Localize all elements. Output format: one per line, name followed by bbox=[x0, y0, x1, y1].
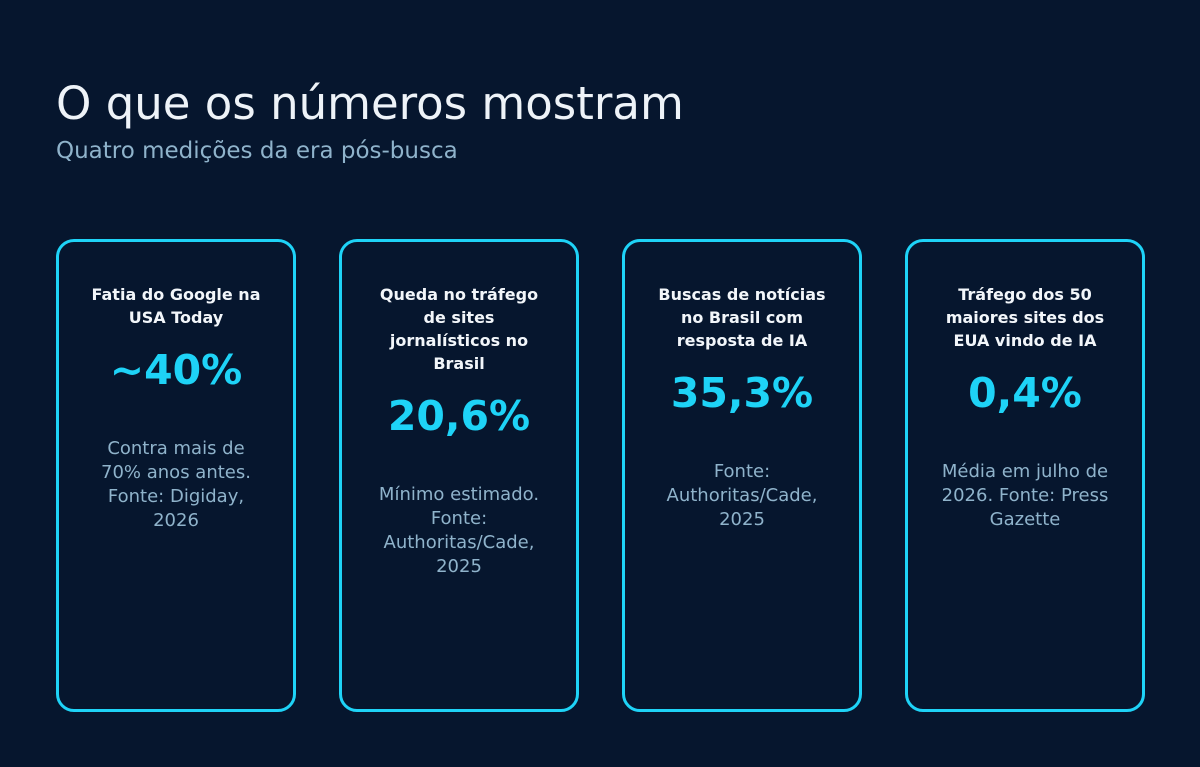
stat-card-value: ~40% bbox=[109, 346, 243, 394]
stat-card-note: Contra mais de 70% anos antes. Fonte: Di… bbox=[101, 438, 251, 531]
stat-card-ai-answers: Buscas de notícias no Brasil com respost… bbox=[622, 239, 862, 712]
stat-card-value: 35,3% bbox=[670, 369, 814, 417]
stat-card-label: Fatia do Google na USA Today bbox=[91, 285, 261, 327]
stat-card-value: 0,4% bbox=[968, 369, 1082, 417]
stat-card-value: 20,6% bbox=[387, 392, 531, 440]
stat-card-note: Mínimo estimado. Fonte: Authoritas/Cade,… bbox=[378, 484, 540, 577]
stat-card-label: Buscas de notícias no Brasil com respost… bbox=[658, 285, 826, 350]
stat-card-google-share: Fatia do Google na USA Today ~40% Contra… bbox=[56, 239, 296, 712]
stat-card-label: Queda no tráfego de sites jornalísticos … bbox=[379, 285, 539, 373]
page-title: O que os números mostram bbox=[56, 77, 684, 130]
stat-card-label: Tráfego dos 50 maiores sites dos EUA vin… bbox=[945, 285, 1105, 350]
stat-card-note: Média em julho de 2026. Fonte: Press Gaz… bbox=[941, 461, 1109, 530]
stat-card-note: Fonte: Authoritas/Cade, 2025 bbox=[666, 461, 818, 530]
stat-card-traffic-drop: Queda no tráfego de sites jornalísticos … bbox=[339, 239, 579, 712]
stat-card-ai-traffic: Tráfego dos 50 maiores sites dos EUA vin… bbox=[905, 239, 1145, 712]
page-subtitle: Quatro medições da era pós-busca bbox=[56, 138, 458, 164]
